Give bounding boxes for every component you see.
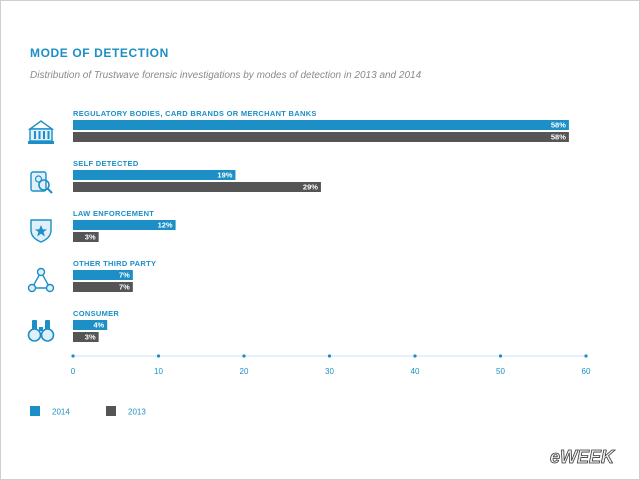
bank-building-icon xyxy=(27,120,55,144)
bar-value-label: 19% xyxy=(217,171,232,180)
eweek-logo: eWEEK xyxy=(550,447,617,468)
legend-label-2013: 2013 xyxy=(128,408,146,417)
bar-2014 xyxy=(73,220,176,230)
x-tick-label: 50 xyxy=(496,367,505,376)
bar-value-label: 4% xyxy=(93,321,104,330)
category-label: CONSUMER xyxy=(73,309,119,318)
x-tick-dot xyxy=(71,354,75,358)
x-tick-dot xyxy=(156,354,161,358)
bar-2014 xyxy=(73,270,133,280)
x-tick-dot xyxy=(242,354,246,358)
bar-2014 xyxy=(73,170,236,180)
bar-value-label: 3% xyxy=(85,333,96,342)
x-tick-dot xyxy=(413,354,417,358)
bar-value-label: 12% xyxy=(158,221,173,230)
bar-value-label: 7% xyxy=(119,283,130,292)
chart-title: MODE OF DETECTION xyxy=(30,46,169,60)
category-label: REGULATORY BODIES, CARD BRANDS OR MERCHA… xyxy=(73,109,317,118)
x-tick-label: 10 xyxy=(154,367,163,376)
x-tick-label: 40 xyxy=(411,367,420,376)
category-label: OTHER THIRD PARTY xyxy=(73,259,156,268)
binoculars-icon xyxy=(27,320,55,342)
chart-subtitle: Distribution of Trustwave forensic inves… xyxy=(30,70,422,81)
bar-2013 xyxy=(73,232,99,242)
bar-2014 xyxy=(73,120,569,130)
x-tick-label: 60 xyxy=(582,367,591,376)
x-tick-label: 20 xyxy=(240,367,249,376)
bar-2014 xyxy=(73,320,108,330)
category-label: SELF DETECTED xyxy=(73,159,139,168)
bar-value-label: 3% xyxy=(85,233,96,242)
category-icons xyxy=(27,120,55,342)
bar-2013 xyxy=(73,282,133,292)
legend-swatch-2013 xyxy=(106,406,116,416)
network-icon xyxy=(27,267,55,293)
bar-value-label: 29% xyxy=(303,183,318,192)
bar-value-label: 58% xyxy=(551,133,566,142)
police-badge-icon xyxy=(30,219,52,243)
legend-label-2014: 2014 xyxy=(52,408,70,417)
self-detected-icon xyxy=(30,171,53,194)
x-tick-label: 30 xyxy=(325,367,334,376)
bar-value-label: 7% xyxy=(119,271,130,280)
category-label: LAW ENFORCEMENT xyxy=(73,209,154,218)
legend-swatch-2014 xyxy=(30,406,40,416)
legend: 2014 2013 xyxy=(30,406,146,417)
x-tick-label: 0 xyxy=(71,367,76,376)
x-tick-dot xyxy=(327,354,332,358)
x-tick-dot xyxy=(584,354,588,358)
x-tick-dot xyxy=(498,354,503,358)
bar-2013 xyxy=(73,132,569,142)
bar-2013 xyxy=(73,332,99,342)
bar-2013 xyxy=(73,182,321,192)
x-axis: 0 10 20 30 40 50 60 xyxy=(71,354,591,376)
eweek-logo-text: eWEEK xyxy=(550,447,616,467)
bar-value-label: 58% xyxy=(551,121,566,130)
bars: REGULATORY BODIES, CARD BRANDS OR MERCHA… xyxy=(73,109,569,342)
